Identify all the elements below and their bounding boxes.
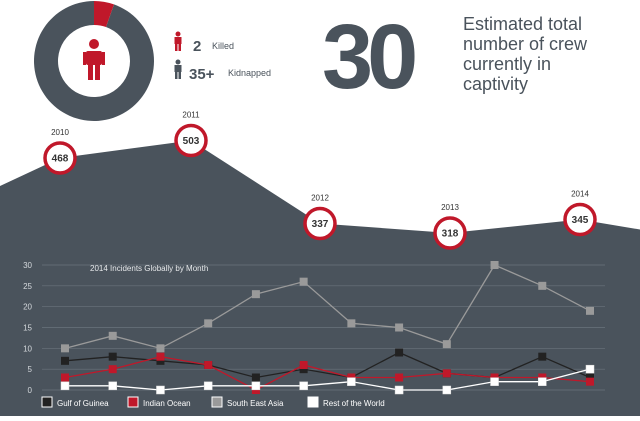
legend-swatch <box>41 396 53 408</box>
year-value-marker <box>433 216 467 250</box>
line-chart-legend: Gulf of Guinea Indian Ocean South East Asi… <box>41 396 385 408</box>
series-point <box>156 385 165 395</box>
series-point <box>61 344 69 353</box>
donut-slice-killed <box>94 1 114 28</box>
series-point <box>251 381 261 391</box>
legend-label: Rest of the World <box>323 399 385 408</box>
caption-line: currently in <box>463 54 551 74</box>
year-value-label: 345 <box>572 215 589 226</box>
series-point <box>251 290 260 299</box>
series-point <box>586 377 594 386</box>
series-point <box>442 369 451 378</box>
year-label: 2012 <box>311 194 329 203</box>
year-label: 2011 <box>182 111 200 120</box>
series-point <box>299 381 308 391</box>
year-value-label: 337 <box>312 219 329 230</box>
series-point <box>251 373 260 382</box>
year-value-label: 318 <box>442 229 459 240</box>
legend-label: South East Asia <box>227 399 284 408</box>
series-point <box>395 348 404 357</box>
captivity-caption: Estimated total number of crew currently… <box>463 14 588 94</box>
series-line <box>64 351 591 379</box>
y-tick-label: 30 <box>23 261 32 270</box>
year-value-marker <box>43 141 77 175</box>
series-point <box>60 381 70 391</box>
legend-label: Indian Ocean <box>143 399 191 408</box>
series-point <box>108 365 117 374</box>
series-point <box>394 385 404 395</box>
series-point <box>490 377 499 386</box>
series-point <box>156 352 165 361</box>
series-point <box>108 352 117 361</box>
y-tick-label: 0 <box>28 386 33 395</box>
person-kidnapped-icon <box>174 59 182 79</box>
year-label: 2010 <box>51 128 69 137</box>
y-tick-label: 20 <box>23 303 32 312</box>
series-point <box>490 261 499 269</box>
kidnapped-count: 35+ <box>189 66 215 83</box>
captivity-number: 30 <box>322 6 415 108</box>
series-point <box>108 381 117 391</box>
series-point <box>442 340 451 349</box>
person-killed-icon <box>174 31 182 51</box>
killed-count: 2 <box>193 38 201 55</box>
legend-label: Gulf of Guinea <box>57 399 109 408</box>
series-point <box>156 344 165 353</box>
series-point <box>586 306 594 315</box>
killed-stat: 2 Killed <box>174 31 234 55</box>
series-point <box>347 319 356 328</box>
series-point <box>538 377 547 386</box>
donut-slice-kidnapped <box>34 1 154 122</box>
y-tick-label: 10 <box>23 344 32 353</box>
caption-line: Estimated total <box>463 14 582 34</box>
series-point <box>586 373 594 382</box>
y-tick-label: 15 <box>23 324 32 333</box>
series-point <box>395 373 404 382</box>
year-value-marker <box>303 206 337 241</box>
kidnapped-stat: 35+ Kidnapped <box>174 59 271 83</box>
year-value-label: 468 <box>52 154 69 165</box>
series-point <box>299 365 308 374</box>
caption-line: number of crew <box>463 34 588 54</box>
y-tick-label: 5 <box>28 365 33 374</box>
y-tick-label: 25 <box>23 282 32 291</box>
year-label: 2014 <box>571 190 589 199</box>
legend-swatch <box>127 396 139 408</box>
series-point <box>156 356 165 365</box>
series-point <box>538 281 547 290</box>
person-icon <box>83 39 105 80</box>
monthly-line-chart: 0 5 10 15 20 25 30 <box>23 261 605 395</box>
series-point <box>203 381 213 391</box>
series-point <box>108 331 117 340</box>
killed-label: Killed <box>212 41 234 51</box>
line-chart-title: 2014 Incidents Globally by Month <box>90 264 208 273</box>
casualty-donut-chart <box>34 1 154 122</box>
year-value-marker <box>174 123 208 158</box>
year-label: 2013 <box>441 203 459 212</box>
series-point <box>299 277 308 286</box>
series-point <box>61 373 69 382</box>
year-value-label: 503 <box>183 136 200 147</box>
series-point <box>61 356 69 365</box>
series-point <box>299 361 308 369</box>
legend-swatch <box>211 396 223 408</box>
series-point <box>395 323 404 332</box>
year-value-marker <box>563 202 597 237</box>
series-point <box>204 361 213 369</box>
kidnapped-label: Kidnapped <box>228 68 271 78</box>
caption-line: captivity <box>463 74 528 94</box>
series-point <box>347 377 356 386</box>
legend-swatch <box>307 396 319 408</box>
series-point <box>585 364 595 374</box>
series-line <box>64 356 591 391</box>
series-point <box>204 319 213 328</box>
series-line <box>64 264 591 350</box>
series-point <box>442 385 452 395</box>
series-line <box>65 368 591 391</box>
series-point <box>538 352 547 361</box>
